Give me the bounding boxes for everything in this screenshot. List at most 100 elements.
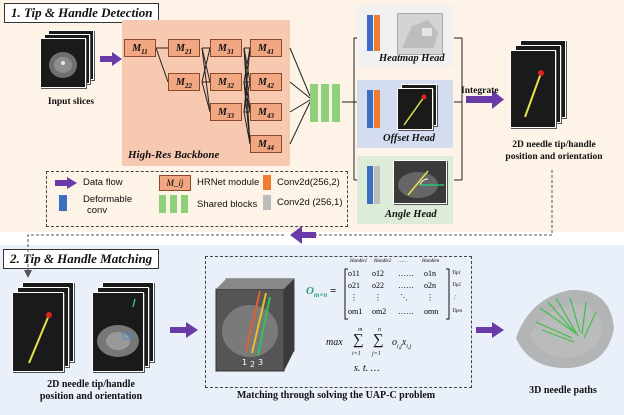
- matrix-cell: o2n: [424, 281, 436, 290]
- sum-lower-i: i=1: [352, 351, 361, 357]
- needle-number-2: 2: [250, 360, 255, 369]
- matrix-body: o11 o12 …… o1n o21 o22 …… o2n ⋮ ⋮ ⋱ ⋮ om…: [348, 269, 448, 321]
- legend-shared-blocks: Shared blocks: [197, 199, 258, 210]
- legend-arrow-icon: [55, 177, 77, 189]
- module-m21: M21: [168, 39, 200, 57]
- matrix-cell: ⋮: [426, 293, 434, 302]
- matrix-cell: ⋱: [400, 293, 408, 302]
- conv-orange-block: [374, 90, 380, 128]
- matrix-brackets: [344, 268, 450, 320]
- matrix-cell: om2: [372, 307, 387, 316]
- sum-lower-j: j=1: [372, 351, 381, 357]
- matrix-cell: ……: [398, 307, 414, 316]
- ct-volume-icon: 1 2 3: [215, 278, 295, 372]
- heatmap-head-box: Heatmap Head: [357, 5, 453, 67]
- legend-conv-b: Conv2d (256,1): [277, 197, 343, 208]
- bottom-2d-stack-right: [92, 282, 168, 376]
- heatmap-head-label: Heatmap Head: [379, 53, 445, 64]
- matrix-cell: omn: [424, 307, 439, 316]
- row-label: Tip2: [452, 283, 461, 288]
- column-header: Handlen: [422, 259, 440, 264]
- legend-deformable-1: Deformable: [83, 194, 133, 205]
- legend-shared-swatch: [159, 195, 189, 213]
- deformable-conv-block: [367, 90, 373, 128]
- angle-needle-icon: [398, 170, 444, 198]
- cost-matrix: Om×n = Handle1 Handle2 …… Handlen o11 o1…: [306, 259, 466, 325]
- heatmap-image: [397, 13, 443, 55]
- backbone-label: High-Res Backbone: [128, 149, 220, 161]
- matrix-cell: om1: [348, 307, 363, 316]
- shared-blocks: [310, 84, 342, 122]
- row-label: Tip1: [452, 271, 461, 276]
- legend-hrnet-swatch: M_ij: [159, 175, 191, 191]
- offset-head-box: Offset Head: [357, 80, 453, 148]
- legend-deformable-swatch: [59, 195, 67, 211]
- flow-arrow-input: [100, 52, 122, 66]
- offset-head-label: Offset Head: [383, 133, 436, 144]
- matrix-cell: ⋮: [350, 293, 358, 302]
- legend-conv-orange-swatch: [263, 175, 271, 190]
- output-2d-label-1: 2D needle tip/handle: [512, 140, 596, 150]
- matrix-cell: ……: [398, 281, 414, 290]
- deformable-conv-block: [367, 15, 373, 51]
- legend-box: Data flow M_ij HRNet module Conv2d(256,2…: [46, 171, 348, 227]
- needle-number-1: 1: [242, 358, 247, 367]
- matrix-cell: ……: [398, 269, 414, 278]
- module-m22: M22: [168, 73, 200, 91]
- module-m42: M42: [250, 73, 282, 91]
- conv-gray-block: [374, 166, 380, 204]
- bottom-2d-stack-left: [12, 282, 88, 376]
- angle-head-label: Angle Head: [385, 209, 437, 220]
- legend-deformable-2: conv: [87, 205, 108, 216]
- output-2d-stack: [510, 40, 570, 130]
- high-res-backbone: M11 M21 M22 M31 M32 M33 M41 M42 M43 M44: [122, 20, 290, 166]
- conv-orange-block: [374, 15, 380, 51]
- matrix-cell: ⋮: [374, 293, 382, 302]
- column-header: Handle1: [350, 259, 368, 264]
- output-needle-icon: [524, 70, 544, 118]
- integrate-label: Integrate: [461, 86, 499, 96]
- module-m43: M43: [250, 103, 282, 121]
- row-label: ⋮: [452, 296, 457, 301]
- input-slices-label: Input slices: [47, 97, 95, 107]
- deformable-conv-block: [367, 166, 373, 204]
- module-m11: M11: [124, 39, 156, 57]
- legend-conv-a: Conv2d(256,2): [277, 177, 340, 188]
- flow-arrow-to-3d: [476, 322, 504, 338]
- bottom-2d-label-2: position and orientation: [39, 391, 143, 402]
- legend-data-flow: Data flow: [83, 177, 123, 188]
- matrix-name: Om×n =: [306, 285, 337, 300]
- legend-conv-gray-swatch: [263, 195, 271, 210]
- output-2d-label-2: position and orientation: [505, 152, 603, 162]
- constraint-label: s. t. …: [354, 363, 380, 374]
- section-title-detection: 1. Tip & Handle Detection: [4, 3, 160, 23]
- needle-number-3: 3: [258, 358, 263, 367]
- flow-arrow-to-matching: [170, 322, 198, 338]
- module-m33: M33: [210, 103, 242, 121]
- matrix-row-labels: Tip1 Tip2 ⋮ Tipm: [452, 269, 466, 321]
- matching-box: 1 2 3 Om×n = Handle1 Handle2 …… Handlen …: [205, 256, 472, 388]
- backbone-merge-lines: [289, 47, 311, 145]
- ct-body-icon: [49, 52, 77, 78]
- module-m44: M44: [250, 135, 282, 153]
- section-title-matching: 2. Tip & Handle Matching: [3, 249, 160, 269]
- legend-hrnet-module: HRNet module: [197, 177, 260, 188]
- matching-label: Matching through solving the UAP-C probl…: [236, 390, 436, 401]
- matrix-cell: o21: [348, 281, 360, 290]
- column-header: ……: [398, 259, 408, 264]
- matrix-cell: o22: [372, 281, 384, 290]
- return-path: [24, 170, 553, 278]
- 3d-needle-paths-icon: [516, 289, 614, 369]
- matrix-cell: o12: [372, 269, 384, 278]
- needle-tip-icon: [28, 312, 52, 364]
- module-m32: M32: [210, 73, 242, 91]
- input-slices-stack: [40, 30, 96, 88]
- matrix-cell: o11: [348, 269, 360, 278]
- sum-upper-i: m: [358, 327, 363, 333]
- sum-upper-j: n: [378, 327, 381, 333]
- offset-needle-icon: [403, 94, 427, 126]
- matrix-cell: o1n: [424, 269, 436, 278]
- angle-head-box: Angle Head: [357, 156, 453, 224]
- module-m41: M41: [250, 39, 282, 57]
- row-label: Tipm: [452, 309, 463, 314]
